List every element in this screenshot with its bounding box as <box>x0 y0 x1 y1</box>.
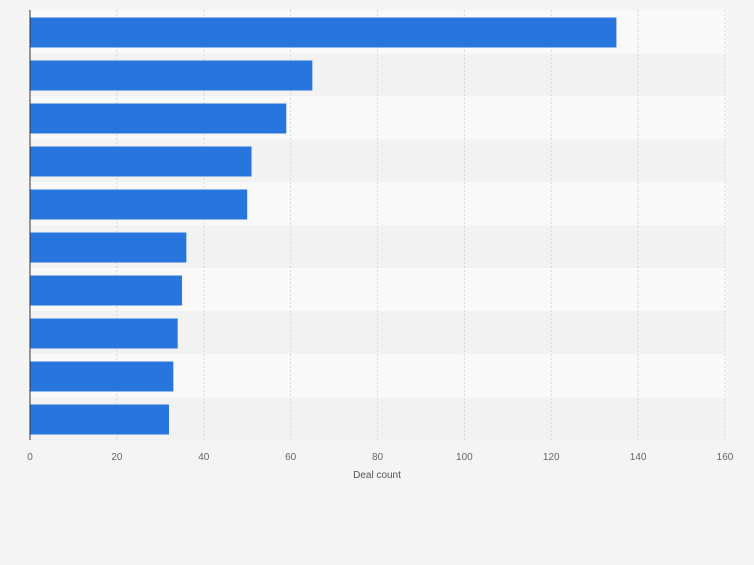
bar[interactable] <box>30 318 178 349</box>
x-tick-label: 100 <box>456 452 473 463</box>
bar[interactable] <box>30 275 183 306</box>
bar[interactable] <box>30 146 252 177</box>
bar[interactable] <box>30 103 287 134</box>
x-tick-label: 160 <box>717 452 734 463</box>
bar[interactable] <box>30 17 617 48</box>
bar[interactable] <box>30 404 169 435</box>
x-tick-labels: 0 20 40 60 80 100 120 140 160 <box>27 452 734 463</box>
bar[interactable] <box>30 361 174 392</box>
x-tick-label: 120 <box>543 452 560 463</box>
bar[interactable] <box>30 189 248 220</box>
bars <box>30 17 617 435</box>
x-tick-label: 80 <box>372 452 384 463</box>
x-tick-label: 20 <box>111 452 123 463</box>
bar[interactable] <box>30 60 313 91</box>
x-tick-label: 140 <box>630 452 647 463</box>
x-axis-label: Deal count <box>353 470 401 481</box>
x-tick-label: 40 <box>198 452 210 463</box>
x-tick-label: 0 <box>27 452 33 463</box>
x-tick-label: 60 <box>285 452 297 463</box>
bar[interactable] <box>30 232 187 263</box>
